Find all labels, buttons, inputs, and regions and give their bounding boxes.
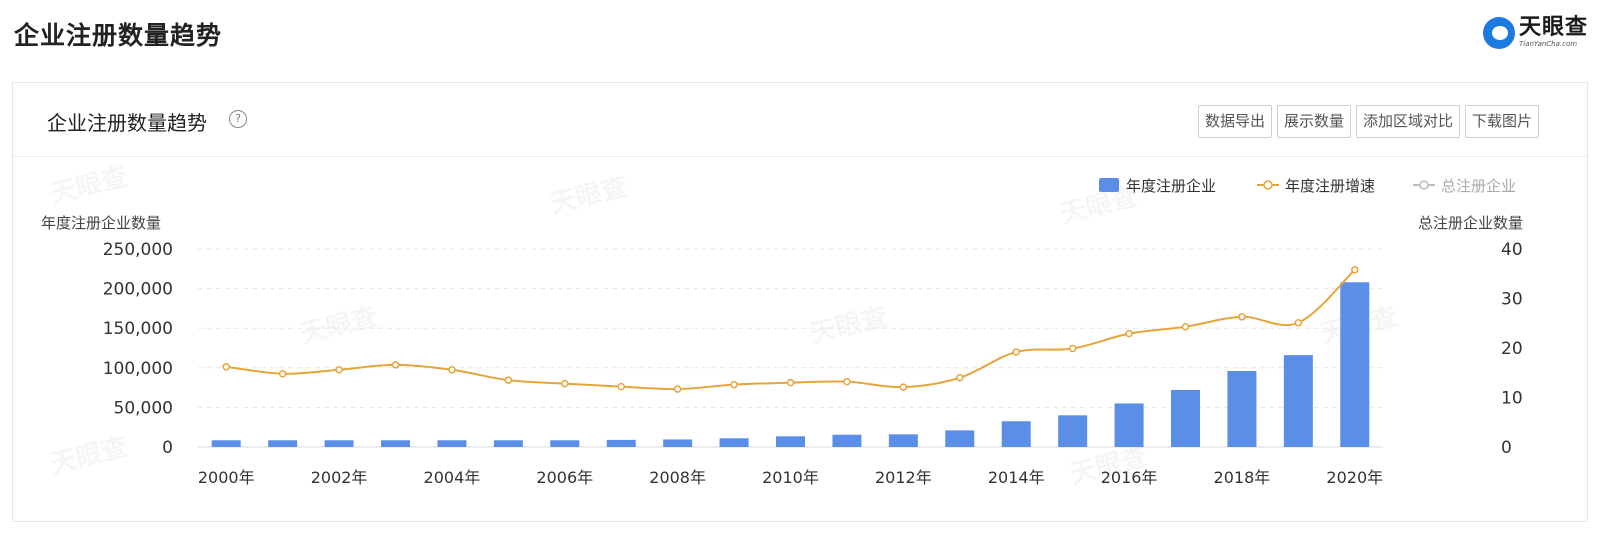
x-tick-label: 2014年 <box>988 468 1045 487</box>
line-point <box>730 380 738 389</box>
add-region-compare-button[interactable]: 添加区域对比 <box>1355 105 1460 138</box>
y-left-tick-label: 150,000 <box>103 319 173 339</box>
bar <box>437 440 467 447</box>
legend-swatch-bar[interactable] <box>1099 178 1119 192</box>
bar <box>550 440 580 447</box>
download-image-button[interactable]: 下载图片 <box>1464 105 1539 138</box>
y-left-tick-label: 250,000 <box>103 240 173 260</box>
y-right-tick-label: 40 <box>1501 240 1523 260</box>
legend-label[interactable]: 年度注册企业 <box>1126 177 1216 195</box>
card-title: 企业注册数量趋势 <box>47 111 207 135</box>
chart: 天眼查天眼查天眼查天眼查天眼查天眼查天眼查天眼查 050,000100,0001… <box>41 162 1523 487</box>
watermark-text: 天眼查 <box>807 302 890 350</box>
line-point <box>1238 313 1246 321</box>
x-tick-label: 2006年 <box>536 468 593 487</box>
y-left-tick-label: 100,000 <box>103 359 173 379</box>
brand-subtitle: TianYanCha.com <box>1518 40 1578 48</box>
line-point <box>617 382 625 391</box>
y-left-tick-label: 200,000 <box>103 280 173 300</box>
line-point <box>1068 344 1077 353</box>
bar <box>1340 282 1370 447</box>
card-header: 企业注册数量趋势 ? 数据导出 展示数量 添加区域对比 下载图片 <box>13 83 1587 157</box>
line-point <box>843 377 851 386</box>
line-point <box>1351 266 1359 274</box>
x-tick-label: 2004年 <box>424 468 481 487</box>
line-point <box>561 379 569 388</box>
bar <box>719 438 749 447</box>
legend-label[interactable]: 总注册企业 <box>1441 177 1516 195</box>
bar <box>606 439 636 447</box>
bar <box>888 434 918 447</box>
bar <box>945 430 975 447</box>
line-point <box>1181 322 1190 331</box>
bar <box>832 434 862 447</box>
watermark-text: 天眼查 <box>547 172 630 220</box>
grid-lines <box>198 248 1383 448</box>
line-point <box>278 369 287 378</box>
bar-series <box>211 282 1370 447</box>
bar <box>268 440 298 447</box>
brand-name: 天眼查 <box>1518 15 1588 40</box>
legend-swatch-point[interactable] <box>1263 180 1273 190</box>
x-tick-label: 2000年 <box>198 468 255 487</box>
x-tick-label: 2002年 <box>311 468 368 487</box>
show-values-button[interactable]: 展示数量 <box>1276 105 1351 138</box>
bar <box>1001 421 1031 447</box>
y-axis-left-title: 年度注册企业数量 <box>41 214 161 232</box>
y-right-tick-label: 0 <box>1501 438 1512 458</box>
chart-legend: 年度注册企业 年度注册增速 总注册企业 <box>1099 177 1516 195</box>
x-tick-label: 2008年 <box>649 468 706 487</box>
line-point <box>786 378 795 387</box>
brand-logo: 天眼查 TianYanCha.com <box>1482 15 1588 49</box>
legend-swatch-point[interactable] <box>1419 180 1429 190</box>
bar <box>1114 403 1144 447</box>
x-tick-label: 2010年 <box>762 468 819 487</box>
bar <box>776 436 805 447</box>
legend-label[interactable]: 年度注册增速 <box>1285 177 1375 195</box>
line-point <box>504 376 513 384</box>
watermark-text: 天眼查 <box>47 162 130 210</box>
line-point <box>1125 329 1133 338</box>
y-right-tick-label: 10 <box>1501 389 1523 409</box>
bar <box>324 440 354 447</box>
y-left-tick-label: 50,000 <box>114 398 173 418</box>
bar <box>493 440 523 447</box>
bar <box>1227 370 1257 447</box>
watermark-text: 天眼查 <box>47 432 130 480</box>
bar <box>663 439 693 447</box>
x-tick-label: 2018年 <box>1214 468 1271 487</box>
y-axis-right: 0 10 20 30 40 <box>1501 240 1523 458</box>
bar <box>381 440 410 447</box>
line-point <box>222 363 230 371</box>
x-tick-label: 2020年 <box>1326 468 1383 487</box>
page-title: 企业注册数量趋势 <box>14 21 223 50</box>
line-point <box>956 373 964 382</box>
bar <box>211 440 241 447</box>
chart-card: 天眼查天眼查天眼查天眼查天眼查天眼查天眼查天眼查 050,000100,0001… <box>12 82 1588 522</box>
y-axis-right-title: 总注册企业数量 <box>1418 214 1523 232</box>
line-point <box>899 383 908 391</box>
help-icon[interactable]: ? <box>229 110 247 128</box>
x-axis: 2000年 2002年 2004年 2006年 2008年 2010年 2012年 2014年… <box>198 468 1383 487</box>
y-left-tick-label: 0 <box>162 438 173 458</box>
y-right-tick-label: 30 <box>1501 290 1523 310</box>
brand-mark-icon <box>1482 16 1515 49</box>
y-right-tick-label: 20 <box>1501 339 1523 359</box>
bar <box>1058 415 1088 447</box>
line-point <box>1294 319 1303 327</box>
line-point <box>335 366 343 374</box>
line-point <box>391 361 400 369</box>
bar <box>1171 389 1200 447</box>
bar <box>1283 355 1313 447</box>
x-tick-label: 2012年 <box>875 468 932 487</box>
line-point <box>1012 348 1020 356</box>
line-point <box>448 366 456 374</box>
line-point <box>673 385 682 393</box>
chart-toolbar: 数据导出 展示数量 添加区域对比 下载图片 <box>1197 105 1539 138</box>
y-axis-left: 0 50,000 100,000 150,000 200,000 250,000 <box>103 240 173 458</box>
watermark-text: 天眼查 <box>297 302 380 350</box>
line-series <box>222 266 1359 393</box>
x-tick-label: 2016年 <box>1101 468 1158 487</box>
export-data-button[interactable]: 数据导出 <box>1197 105 1272 138</box>
